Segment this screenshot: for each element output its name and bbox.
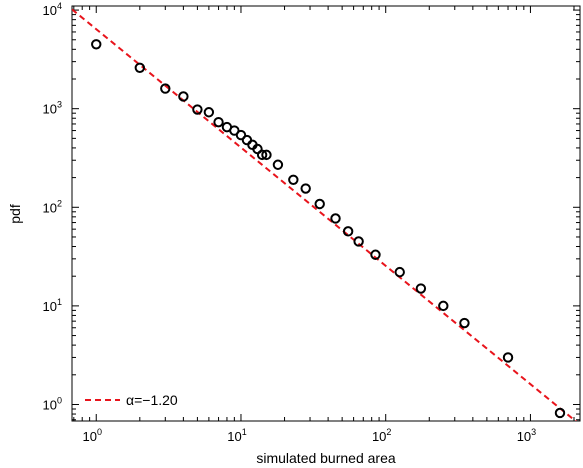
data-point [342, 226, 354, 237]
data-point [300, 183, 311, 194]
y-tick-labels: 100 101 102 103 104 [43, 1, 62, 412]
data-point [314, 198, 325, 210]
data-point [353, 236, 364, 247]
data-point [91, 39, 102, 50]
y-tick-label: 103 [43, 100, 62, 117]
data-point [256, 149, 268, 161]
data-point [203, 107, 215, 118]
axis-ticks [72, 6, 580, 421]
data-point [459, 317, 470, 329]
plot-area [71, 5, 581, 422]
y-tick-label: 102 [43, 198, 62, 215]
data-point [288, 174, 299, 185]
y-tick-label: 101 [43, 297, 62, 314]
data-point [330, 213, 341, 224]
legend: α=−1.20 [85, 392, 178, 408]
data-point [235, 129, 247, 141]
data-point [213, 116, 224, 128]
y-axis-label: pdf [7, 204, 23, 224]
data-point [261, 149, 272, 161]
data-point [160, 83, 171, 94]
data-point [370, 249, 381, 260]
x-tick-labels: 100 101 102 103 [82, 427, 536, 444]
data-point [554, 407, 566, 419]
data-point [415, 283, 427, 294]
data-point [394, 266, 405, 278]
x-tick-label: 103 [517, 427, 536, 444]
data-point [134, 62, 146, 73]
x-tick-label: 100 [82, 427, 101, 444]
data-point [438, 300, 449, 312]
data-point [272, 159, 284, 170]
x-tick-label: 102 [372, 427, 391, 444]
legend-label: α=−1.20 [126, 392, 178, 408]
data-point [178, 91, 189, 102]
data-point [192, 104, 203, 115]
x-tick-label: 101 [227, 427, 246, 444]
y-tick-label: 104 [43, 1, 62, 18]
x-axis-label: simulated burned area [256, 450, 396, 466]
data-points [91, 39, 566, 419]
data-point [502, 352, 514, 363]
y-tick-label: 100 [43, 395, 62, 412]
